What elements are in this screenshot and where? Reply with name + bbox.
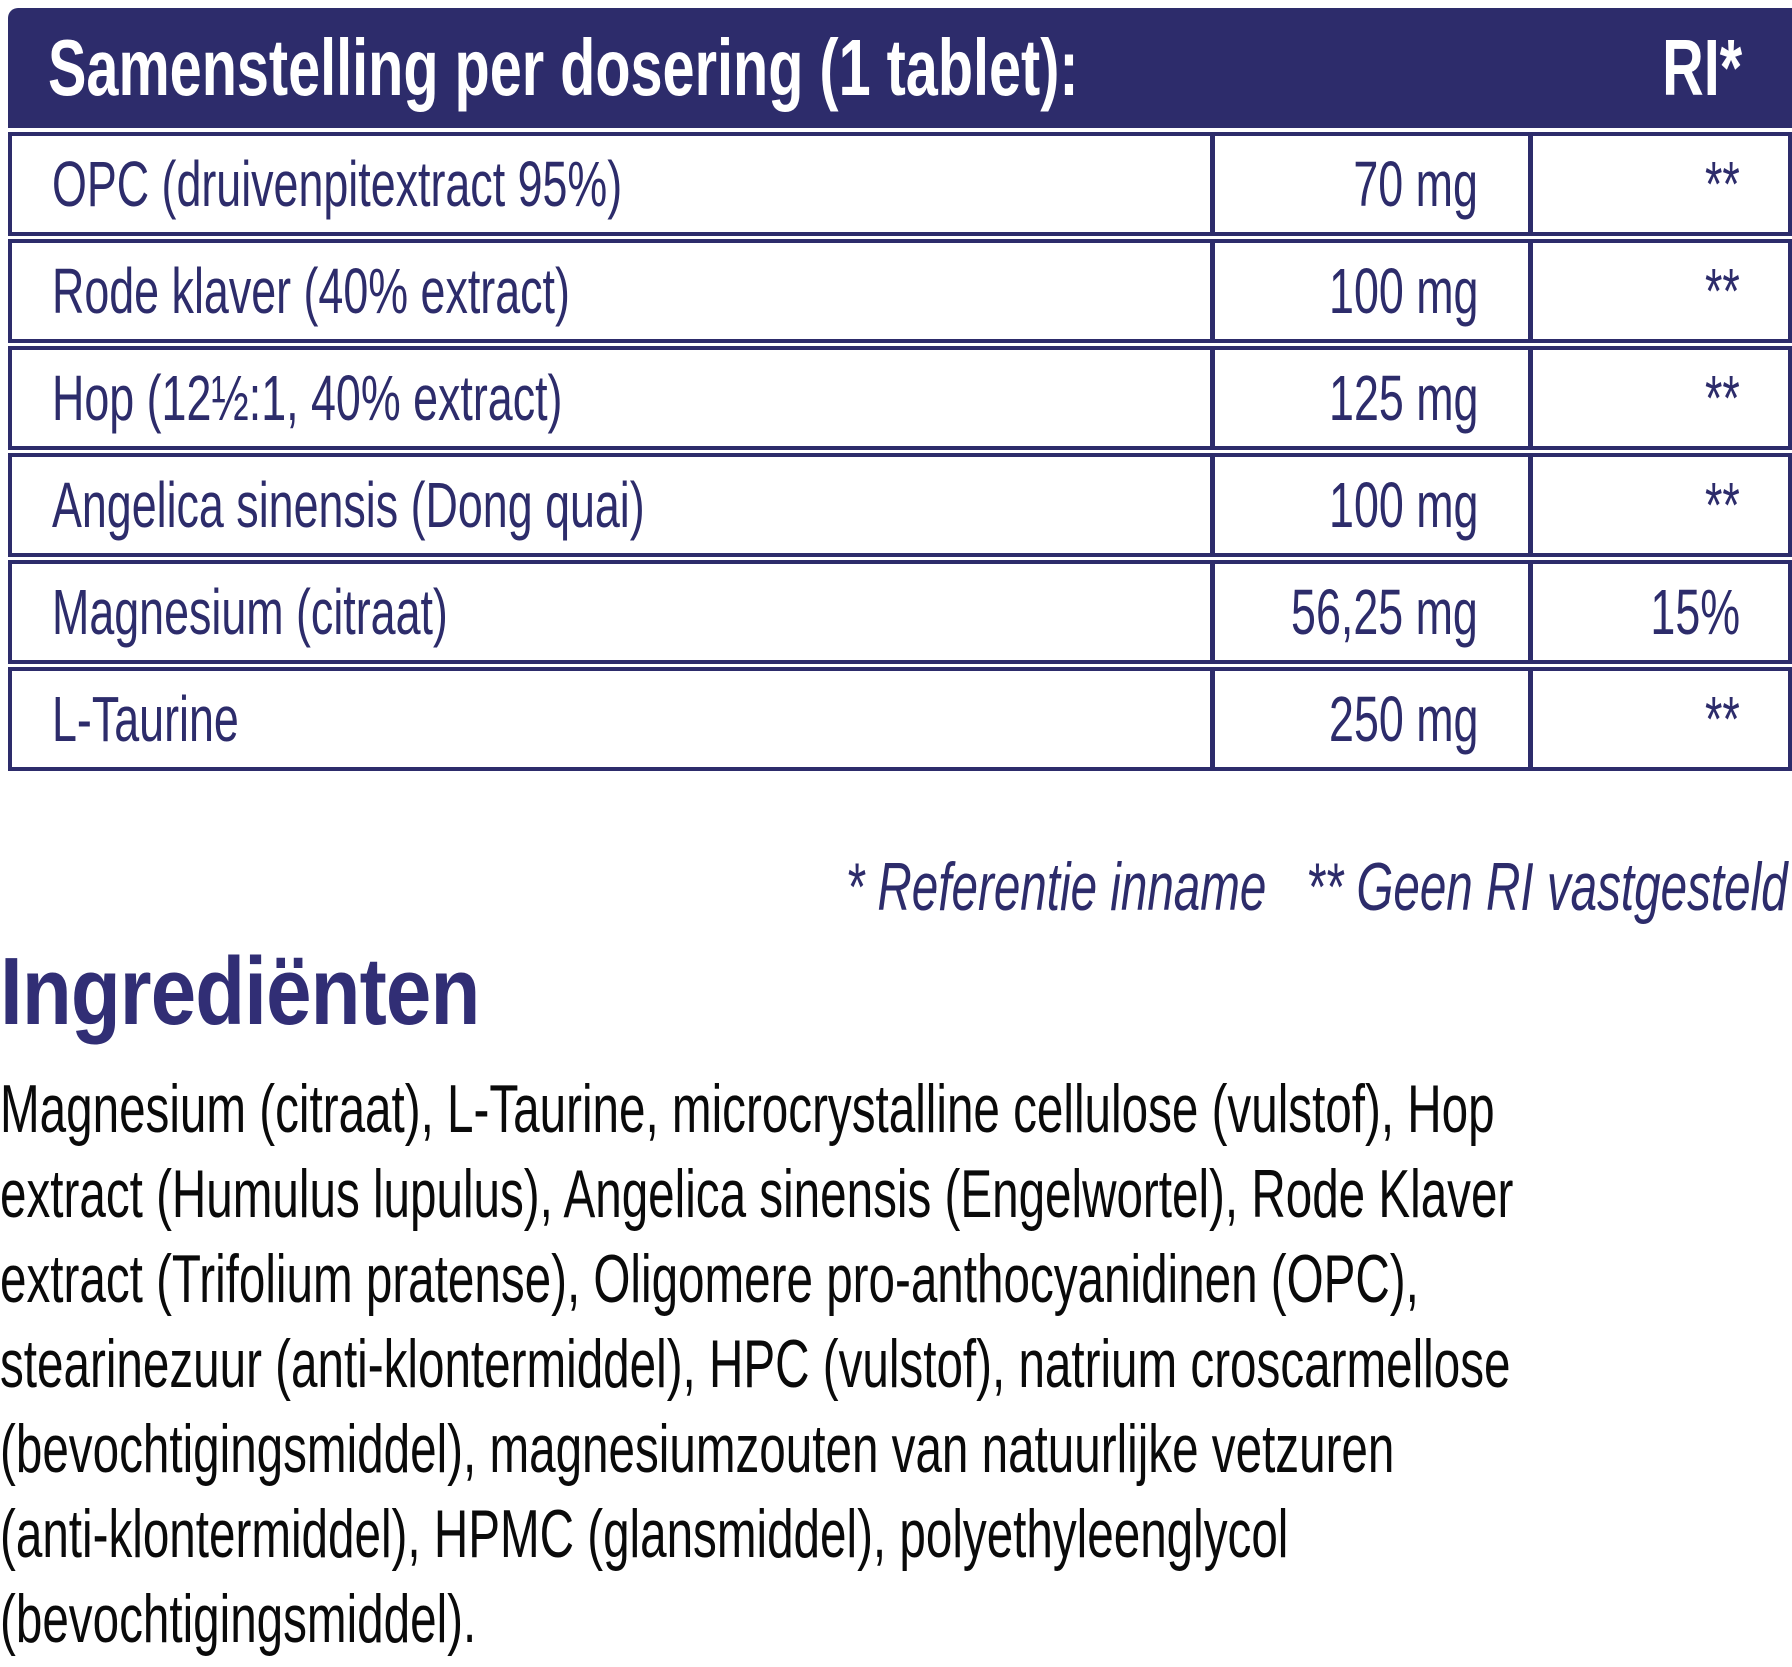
nutrient-ri: 15% [1650, 576, 1740, 648]
table-row: OPC (druivenpitextract 95%) 70 mg ** [8, 132, 1792, 236]
ingredients-section: Ingrediënten Magnesium (citraat), L-Taur… [0, 938, 1792, 1662]
nutrient-amount-cell: 125 mg [1210, 350, 1528, 446]
nutrient-amount: 100 mg [1328, 255, 1478, 327]
table-row: Angelica sinensis (Dong quai) 100 mg ** [8, 453, 1792, 557]
table-row: Rode klaver (40% extract) 100 mg ** [8, 239, 1792, 343]
nutrient-name-cell: Angelica sinensis (Dong quai) [12, 457, 1210, 553]
nutrient-ri-cell: ** [1528, 243, 1788, 339]
nutrient-amount: 250 mg [1328, 683, 1478, 755]
ingredients-line: extract (Trifolium pratense), Oligomere … [0, 1241, 1419, 1317]
nutrient-ri-cell: ** [1528, 136, 1788, 232]
table-row: L-Taurine 250 mg ** [8, 667, 1792, 771]
nutrient-amount: 70 mg [1353, 148, 1478, 220]
ingredients-heading: Ingrediënten [0, 938, 480, 1045]
nutrient-amount-cell: 100 mg [1210, 243, 1528, 339]
table-header-ri-label: RI* [1661, 23, 1742, 112]
nutrient-amount-cell: 250 mg [1210, 671, 1528, 767]
ingredients-line: (anti-klontermiddel), HPMC (glansmiddel)… [0, 1496, 1289, 1572]
ingredients-line: extract (Humulus lupulus), Angelica sine… [0, 1156, 1514, 1232]
table-footnote-row: * Referentie inname ** Geen RI vastgeste… [0, 837, 1792, 937]
nutrient-ri-cell: ** [1528, 350, 1788, 446]
ingredients-line: Magnesium (citraat), L-Taurine, microcry… [0, 1071, 1495, 1147]
nutrient-ri: ** [1705, 148, 1740, 220]
nutrient-name: OPC (druivenpitextract 95%) [52, 148, 623, 220]
nutrient-ri: ** [1705, 362, 1740, 434]
supplement-facts-table: Samenstelling per dosering (1 tablet): R… [8, 8, 1792, 771]
nutrient-name-cell: Magnesium (citraat) [12, 564, 1210, 660]
nutrient-name-cell: Rode klaver (40% extract) [12, 243, 1210, 339]
nutrient-ri: ** [1705, 683, 1740, 755]
nutrient-ri-cell: ** [1528, 671, 1788, 767]
nutrient-name-cell: L-Taurine [12, 671, 1210, 767]
nutrient-name: L-Taurine [52, 683, 239, 755]
nutrient-amount: 100 mg [1328, 469, 1478, 541]
nutrient-name-cell: Hop (12½:1, 40% extract) [12, 350, 1210, 446]
table-header-bar: Samenstelling per dosering (1 tablet): R… [8, 8, 1792, 128]
nutrient-name: Hop (12½:1, 40% extract) [52, 362, 563, 434]
ingredients-line: (bevochtigingsmiddel). [0, 1581, 477, 1657]
nutrient-ri: ** [1705, 469, 1740, 541]
nutrient-name-cell: OPC (druivenpitextract 95%) [12, 136, 1210, 232]
table-row: Hop (12½:1, 40% extract) 125 mg ** [8, 346, 1792, 450]
nutrient-name: Angelica sinensis (Dong quai) [52, 469, 645, 541]
table-header-title: Samenstelling per dosering (1 tablet): [48, 23, 1079, 112]
nutrient-ri-cell: ** [1528, 457, 1788, 553]
ingredients-paragraph: Magnesium (citraat), L-Taurine, microcry… [0, 1067, 1792, 1662]
table-footnote: * Referentie inname ** Geen RI vastgeste… [846, 849, 1788, 925]
nutrient-ri: ** [1705, 255, 1740, 327]
nutrient-amount-cell: 100 mg [1210, 457, 1528, 553]
nutrient-amount: 56,25 mg [1291, 576, 1478, 648]
ingredients-line: stearinezuur (anti-klontermiddel), HPC (… [0, 1326, 1511, 1402]
nutrient-name: Rode klaver (40% extract) [52, 255, 570, 327]
ingredients-line: (bevochtigingsmiddel), magnesiumzouten v… [0, 1411, 1395, 1487]
nutrient-amount-cell: 70 mg [1210, 136, 1528, 232]
nutrient-name: Magnesium (citraat) [52, 576, 448, 648]
supplement-label: Samenstelling per dosering (1 tablet): R… [0, 8, 1792, 1667]
nutrient-amount: 125 mg [1328, 362, 1478, 434]
nutrient-ri-cell: 15% [1528, 564, 1788, 660]
table-row: Magnesium (citraat) 56,25 mg 15% [8, 560, 1792, 664]
nutrient-amount-cell: 56,25 mg [1210, 564, 1528, 660]
